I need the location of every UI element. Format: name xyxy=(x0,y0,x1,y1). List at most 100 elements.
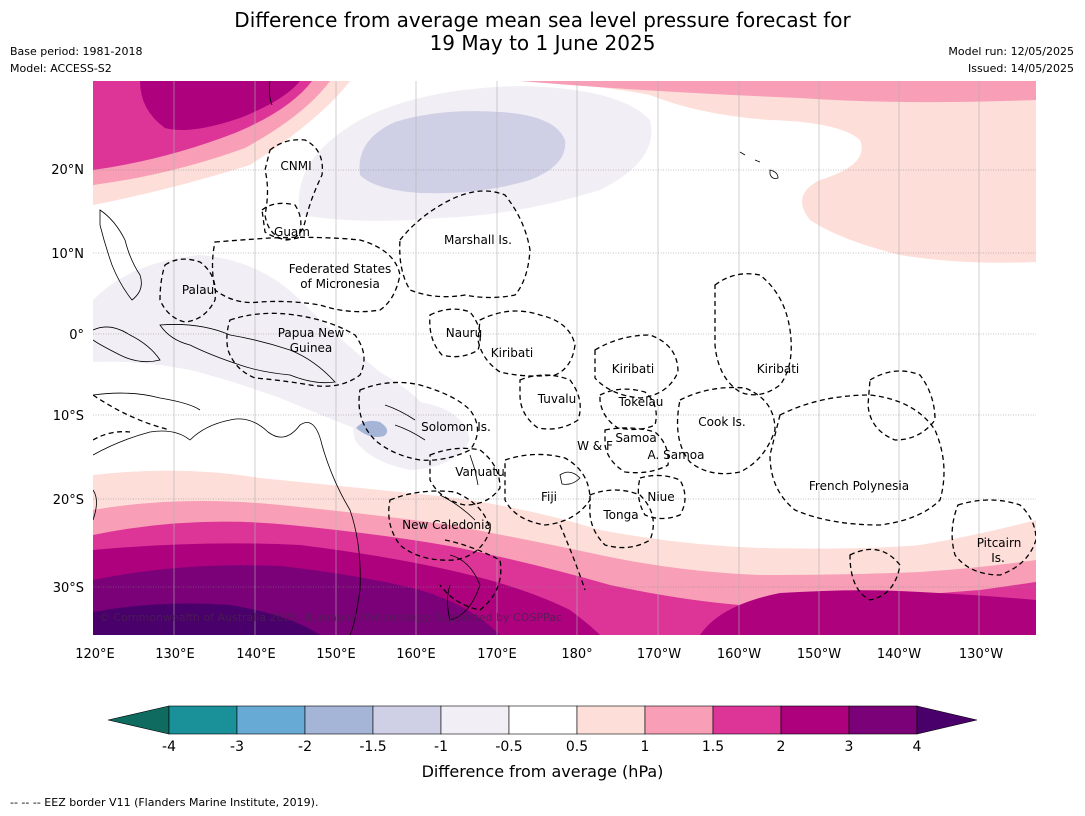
label-png-2: Guinea xyxy=(290,341,333,355)
colorbar-segment xyxy=(712,705,782,735)
meta-right: Model run: 12/05/2025 Issued: 14/05/2025 xyxy=(948,43,1074,77)
eez-marshall xyxy=(399,190,531,299)
label-solomon: Solomon Is. xyxy=(421,420,491,434)
neg-anomaly-west-2 xyxy=(353,401,470,470)
colorbar-tick-label: -0.5 xyxy=(495,739,522,755)
lon-170w: 170°W xyxy=(637,647,681,662)
lat-20s: 20°S xyxy=(53,493,84,508)
eez-palau xyxy=(159,258,217,323)
label-tonga: Tonga xyxy=(602,508,638,522)
lon-170e: 170°E xyxy=(477,647,517,662)
label-png-1: Papua New xyxy=(278,326,345,340)
colorbar-tick-label: -1.5 xyxy=(359,739,386,755)
colorbar-tick-label: 3 xyxy=(845,739,854,755)
south-band-4-east xyxy=(700,590,1036,635)
colorbar-segment xyxy=(508,705,578,735)
ne-anomaly-2 xyxy=(520,81,1036,103)
label-tuvalu: Tuvalu xyxy=(537,392,577,406)
model-name: Model: ACCESS-S2 xyxy=(10,62,112,75)
base-period: Base period: 1981-2018 xyxy=(10,45,143,58)
label-fsm-2: of Micronesia xyxy=(300,277,380,291)
colorbar-tick-label: 4 xyxy=(913,739,922,755)
eez-french-polynesia xyxy=(769,394,945,526)
eez-tonga xyxy=(589,489,654,549)
label-nauru: Nauru xyxy=(446,326,482,340)
lat-0: 0° xyxy=(69,328,84,343)
lat-10s: 10°S xyxy=(53,409,84,424)
label-wallis-futuna: W & F xyxy=(577,439,613,453)
label-niue: Niue xyxy=(647,490,674,504)
eez-guam xyxy=(261,202,302,240)
colorbar-tick-label: 0.5 xyxy=(566,739,588,755)
eez-footnote: -- -- -- EEZ border V11 (Flanders Marine… xyxy=(10,796,319,809)
eez-tuvalu xyxy=(519,374,581,430)
lon-160e: 160°E xyxy=(396,647,436,662)
lon-150w: 150°W xyxy=(797,647,841,662)
colorbar-tick-label: 1 xyxy=(641,739,650,755)
colorbar-segment xyxy=(440,705,510,735)
indonesia-coast xyxy=(93,326,201,411)
label-kiribati-west: Kiribati xyxy=(491,346,533,360)
lat-20n: 20°N xyxy=(51,163,84,178)
issued-date: Issued: 14/05/2025 xyxy=(967,62,1074,75)
eez-fp-south xyxy=(849,548,901,601)
colorbar-segment xyxy=(372,705,442,735)
eez-fp-north xyxy=(867,370,936,441)
colorbar-segment xyxy=(780,705,850,735)
title-line-2: 19 May to 1 June 2025 xyxy=(429,31,656,55)
label-cook: Cook Is. xyxy=(698,415,745,429)
colorbar-label: Difference from average (hPa) xyxy=(421,762,664,781)
eez-kiribati-east xyxy=(714,273,792,396)
lon-160w: 160°W xyxy=(717,647,761,662)
copyright-notice: © Commonwealth of Australia 2025, Bureau… xyxy=(99,611,562,624)
colorbar-segment xyxy=(236,705,306,735)
hawaii-coast xyxy=(739,151,779,179)
eez-niue xyxy=(637,474,686,520)
meta-left: Base period: 1981-2018 Model: ACCESS-S2 xyxy=(10,43,142,77)
latitude-labels: 20°N 10°N 0° 10°S 20°S 30°S xyxy=(51,163,84,596)
eez-samoa xyxy=(604,427,669,474)
meridians xyxy=(173,81,980,635)
lon-180: 180° xyxy=(561,647,592,662)
eez-borders xyxy=(93,139,1036,611)
label-guam: Guam xyxy=(274,225,310,239)
longitude-labels: 120°E 130°E 140°E 150°E 160°E 170°E 180°… xyxy=(75,647,1003,662)
japan-coast xyxy=(268,81,273,106)
colorbar-arrow-low xyxy=(107,705,170,735)
colorbar-arrow-high xyxy=(916,705,978,735)
eez-kermadec xyxy=(559,524,586,591)
region-labels: CNMI Guam Marshall Is. Federated States … xyxy=(182,159,1021,565)
label-marshall: Marshall Is. xyxy=(444,233,512,247)
eez-png xyxy=(226,312,365,387)
eez-nz-north xyxy=(439,539,502,611)
eez-aus-east xyxy=(93,394,171,441)
eez-micronesia xyxy=(211,236,401,313)
label-tokelau: Tokelau xyxy=(618,395,664,409)
eez-pitcairn xyxy=(951,499,1036,576)
lon-150e: 150°E xyxy=(316,647,356,662)
ne-anomaly-1 xyxy=(520,81,1036,263)
colorbar-tick-label: 2 xyxy=(777,739,786,755)
colorbar: -4 -3 -2 -1.5 -1 -0.5 0.5 1 1.5 2 3 4 xyxy=(107,705,978,755)
eez-vanuatu xyxy=(429,447,501,506)
graticule xyxy=(93,169,1036,588)
anomaly-field: CNMI Guam Marshall Is. Federated States … xyxy=(93,81,1036,635)
label-samoa: Samoa xyxy=(615,431,656,445)
colorbar-segment xyxy=(168,705,238,735)
lon-140e: 140°E xyxy=(236,647,276,662)
colorbar-tick-label: -3 xyxy=(230,739,244,755)
label-kiribati-central: Kiribati xyxy=(612,362,654,376)
eez-cnmi xyxy=(264,139,324,241)
neg-anomaly-west xyxy=(93,255,435,439)
model-run: Model run: 12/05/2025 xyxy=(948,45,1074,58)
label-new-caledonia: New Caledonia xyxy=(402,518,492,532)
fiji-coast xyxy=(559,471,581,485)
lon-120e: 120°E xyxy=(75,647,115,662)
new-zealand-coast xyxy=(447,554,481,621)
australia-coast xyxy=(93,418,361,635)
eez-cook xyxy=(676,386,776,475)
neg-anomaly-north-core xyxy=(359,111,566,194)
colorbar-tick-label: -4 xyxy=(162,739,176,755)
colorbar-tick-label: 1.5 xyxy=(702,739,724,755)
